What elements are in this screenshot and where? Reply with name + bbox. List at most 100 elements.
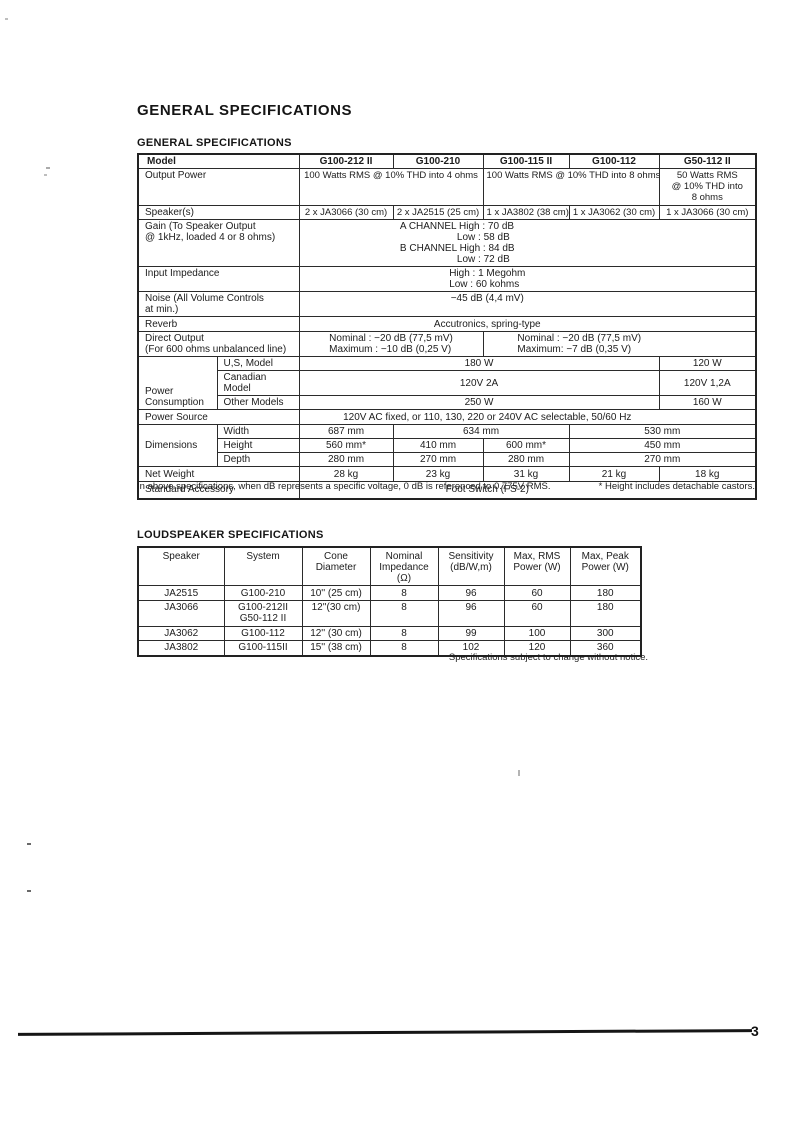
table-row-power-source: Power Source 120V AC fixed, or 110, 130,…	[137, 409, 757, 425]
table-row-model-header: Model G100-212 II G100-210 G100-115 II G…	[137, 153, 757, 169]
dim-height-115: 600 mm*	[482, 438, 570, 453]
ja3066-speaker: JA3066	[137, 600, 225, 627]
table-row-net-weight: Net Weight 28 kg 23 kg 31 kg 21 kg 18 kg	[137, 466, 757, 482]
footnote-db-reference: In above specifications, when dB represe…	[137, 481, 551, 492]
input-impedance-value: High : 1 Megohm Low : 60 kohms	[298, 266, 757, 292]
model-header-g50-112: G50-112 II	[658, 153, 757, 169]
reverb-label: Reverb	[137, 316, 300, 332]
ja3062-rms: 100	[503, 626, 571, 641]
output-power-115-112: 100 Watts RMS @ 10% THD into 8 ohms	[482, 168, 660, 206]
speakers-115: 1 x JA3802 (38 cm)	[482, 205, 570, 220]
power-source-label: Power Source	[137, 409, 300, 425]
ja3062-cone: 12'' (30 cm)	[301, 626, 371, 641]
direct-output-label: Direct Output (For 600 ohms unbalanced l…	[137, 331, 300, 357]
model-header-g100-115: G100-115 II	[482, 153, 570, 169]
power-consumption-label: Power Consumption	[137, 356, 218, 410]
ja3066-sensitivity: 96	[437, 600, 505, 627]
power-us-sublabel: U,S, Model	[216, 356, 300, 371]
table-row-direct-output: Direct Output (For 600 ohms unbalanced l…	[137, 331, 757, 357]
table-row-ja3062: JA3062 G100-112 12'' (30 cm) 8 99 100 30…	[137, 626, 642, 641]
noise-label: Noise (All Volume Controls at min.)	[137, 291, 300, 317]
ls-header-system: System	[223, 546, 303, 586]
scan-speck	[518, 770, 520, 776]
ja3802-peak: 360	[569, 640, 642, 656]
footnote-castors: * Height includes detachable castors.	[598, 481, 755, 492]
dim-width-212: 687 mm	[298, 424, 394, 439]
model-header-g100-210: G100-210	[392, 153, 484, 169]
ls-header-cone-diameter: Cone Diameter	[301, 546, 371, 586]
ja3066-system: G100-212II G50-112 II	[223, 600, 303, 627]
scan-speck	[5, 18, 8, 20]
output-power-label: Output Power	[137, 168, 300, 206]
footer-rule	[17, 1029, 753, 1036]
dim-width-112-g50: 530 mm	[568, 424, 757, 439]
gain-line-a-high: A CHANNEL High : 70 dB	[399, 221, 515, 232]
dim-height-210: 410 mm	[392, 438, 484, 453]
output-power-g50: 50 Watts RMS @ 10% THD into 8 ohms	[658, 168, 757, 206]
ja2515-rms: 60	[503, 585, 571, 601]
page-title: GENERAL SPECIFICATIONS	[137, 102, 353, 119]
general-specs-table: Model G100-212 II G100-210 G100-115 II G…	[137, 153, 758, 500]
general-specs-heading: GENERAL SPECIFICATIONS	[137, 137, 292, 149]
gain-line-a-low: Low : 58 dB	[456, 232, 510, 243]
scan-speck	[27, 843, 31, 845]
speakers-210: 2 x JA2515 (25 cm)	[392, 205, 484, 220]
dim-depth-210: 270 mm	[392, 452, 484, 467]
ja3066-peak: 180	[569, 600, 642, 627]
table-row-ja3802: JA3802 G100-115II 15'' (38 cm) 8 102 120…	[137, 640, 642, 656]
ls-header-speaker: Speaker	[137, 546, 225, 586]
table-row-power-other: Other Models 250 W 160 W	[138, 395, 757, 410]
gain-line-b-low: Low : 72 dB	[456, 254, 510, 265]
power-canadian-g50: 120V 1,2A	[658, 370, 757, 396]
table-row-output-power: Output Power 100 Watts RMS @ 10% THD int…	[137, 168, 757, 206]
ja3802-rms: 120	[503, 640, 571, 656]
gain-value: A CHANNEL High : 70 dB Low : 58 dB B CHA…	[298, 219, 757, 267]
loudspeaker-specs-heading: LOUDSPEAKER SPECIFICATIONS	[137, 529, 324, 541]
standard-accessory-label: Standard Accessory	[137, 481, 300, 499]
speakers-label: Speaker(s)	[137, 205, 300, 220]
input-impedance-label: Input Impedance	[137, 266, 300, 292]
page-number: 3	[751, 1023, 759, 1039]
net-weight-115: 31 kg	[482, 466, 570, 482]
gain-value-block: A CHANNEL High : 70 dB Low : 58 dB B CHA…	[400, 221, 515, 265]
input-impedance-block: High : 1 Megohm Low : 60 kohms	[449, 268, 526, 290]
ja3062-peak: 300	[569, 626, 642, 641]
reverb-value: Accutronics, spring-type	[298, 316, 757, 332]
dim-depth-112-g50: 270 mm	[568, 452, 757, 467]
ja3062-speaker: JA3062	[137, 626, 225, 641]
power-other-sublabel: Other Models	[216, 395, 300, 410]
ja2515-sensitivity: 96	[437, 585, 505, 601]
speakers-g50: 1 x JA3066 (30 cm)	[658, 205, 757, 220]
table-row-dim-width: Dimensions Width 687 mm 634 mm 530 mm	[137, 424, 757, 467]
ls-header-nominal-impedance: Nominal Impedance (Ω)	[369, 546, 439, 586]
speakers-212: 2 x JA3066 (30 cm)	[298, 205, 394, 220]
model-header-g100-112: G100-112	[568, 153, 660, 169]
direct-output-left: Nominal : −20 dB (77,5 mV) Maximum : −10…	[298, 331, 484, 357]
scan-speck	[46, 167, 50, 169]
table-row-reverb: Reverb Accutronics, spring-type	[137, 316, 757, 332]
ja3066-rms: 60	[503, 600, 571, 627]
table-row-speakers: Speaker(s) 2 x JA3066 (30 cm) 2 x JA2515…	[137, 205, 757, 220]
dim-width-sublabel: Width	[216, 424, 300, 439]
ja3062-impedance: 8	[369, 626, 439, 641]
scan-speck	[27, 890, 31, 892]
power-other-g50: 160 W	[658, 395, 757, 410]
gain-label: Gain (To Speaker Output @ 1kHz, loaded 4…	[137, 219, 300, 267]
table-row-power-canadian: Canadian Model 120V 2A 120V 1,2A	[138, 370, 757, 396]
scan-speck	[44, 174, 47, 176]
net-weight-g50: 18 kg	[658, 466, 757, 482]
power-us-g50: 120 W	[658, 356, 757, 371]
dim-depth-212: 280 mm	[298, 452, 394, 467]
model-header-g100-212: G100-212 II	[298, 153, 394, 169]
dim-height-112-g50: 450 mm	[568, 438, 757, 453]
power-canadian-main: 120V 2A	[298, 370, 660, 396]
ja2515-peak: 180	[569, 585, 642, 601]
dim-height-212: 560 mm*	[298, 438, 394, 453]
general-specs-footnotes: In above specifications, when dB represe…	[137, 481, 755, 492]
table-row-standard-accessory: Standard Accessory Foot Switch (FS-2)	[137, 481, 757, 499]
dim-depth-115: 280 mm	[482, 452, 570, 467]
ja3066-impedance: 8	[369, 600, 439, 627]
ja3802-system: G100-115II	[223, 640, 303, 656]
table-row-dim-depth: Depth 280 mm 270 mm 280 mm 270 mm	[138, 452, 757, 467]
